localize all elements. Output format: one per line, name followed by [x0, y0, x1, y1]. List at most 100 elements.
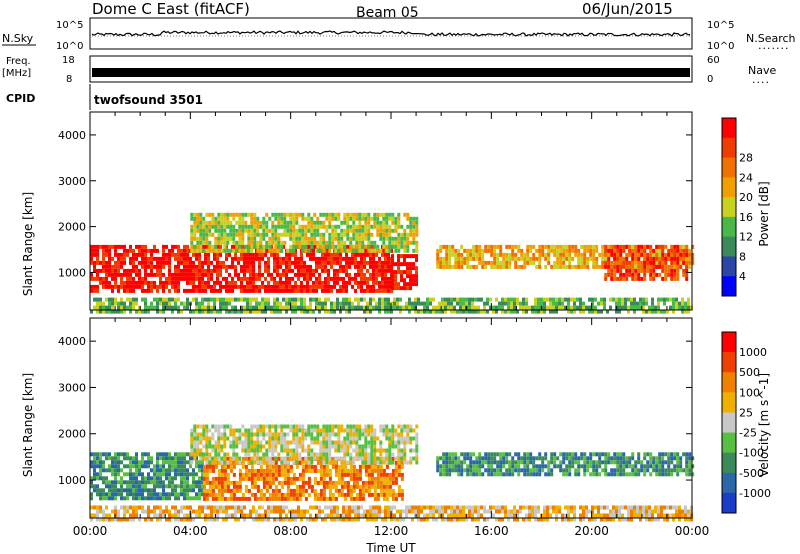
heatmap-cell — [201, 464, 204, 469]
heatmap-cell — [144, 509, 147, 514]
heatmap-cell — [321, 280, 324, 285]
heatmap-cell — [591, 301, 594, 306]
heatmap-cell — [135, 509, 138, 514]
heatmap-cell — [669, 297, 672, 302]
heatmap-cell — [132, 496, 135, 501]
heatmap-cell — [291, 297, 294, 302]
heatmap-cell — [652, 256, 656, 261]
heatmap-cell — [394, 428, 398, 433]
heatmap-cell — [462, 297, 465, 302]
heatmap-cell — [177, 509, 180, 514]
heatmap-cell — [586, 248, 590, 253]
heatmap-cell — [307, 236, 311, 241]
heatmap-cell — [397, 484, 401, 489]
heatmap-cell — [150, 268, 153, 273]
heatmap-cell — [138, 472, 141, 477]
heatmap-cell — [217, 476, 221, 481]
heatmap-cell — [235, 436, 239, 441]
heatmap-cell — [105, 276, 108, 281]
heatmap-cell — [141, 505, 144, 510]
heatmap-cell — [298, 460, 302, 465]
heatmap-cell — [93, 484, 96, 489]
heatmap-cell — [280, 440, 284, 445]
heatmap-cell — [634, 472, 638, 477]
heatmap-cell — [180, 517, 183, 522]
heatmap-cell — [325, 216, 329, 221]
heatmap-cell — [252, 268, 255, 273]
heatmap-cell — [226, 212, 230, 217]
heatmap-cell — [270, 305, 273, 310]
heatmap-cell — [207, 280, 210, 285]
heatmap-cell — [102, 492, 105, 497]
heatmap-cell — [205, 452, 209, 457]
heatmap-cell — [394, 468, 398, 473]
heatmap-cell — [129, 492, 132, 497]
heatmap-cell — [349, 464, 353, 469]
heatmap-cell — [318, 284, 321, 289]
heatmap-cell — [559, 464, 563, 469]
heatmap-cell — [358, 464, 362, 469]
heatmap-cell — [475, 472, 479, 477]
heatmap-cell — [400, 440, 404, 445]
heatmap-cell — [379, 464, 383, 469]
heatmap-cell — [168, 509, 171, 514]
heatmap-cell — [358, 248, 362, 253]
heatmap-cell — [123, 505, 126, 510]
heatmap-cell — [450, 309, 453, 314]
heatmap-cell — [256, 432, 260, 437]
heatmap-cell — [256, 428, 260, 433]
heatmap-cell — [204, 513, 207, 518]
heatmap-cell — [352, 484, 356, 489]
heatmap-cell — [687, 301, 690, 306]
heatmap-cell — [337, 476, 341, 481]
heatmap-cell — [171, 484, 174, 489]
heatmap-cell — [102, 513, 105, 518]
heatmap-cell — [496, 260, 500, 265]
heatmap-cell — [351, 260, 354, 265]
heatmap-cell — [279, 288, 282, 293]
heatmap-cell — [232, 488, 236, 493]
heatmap-cell — [376, 472, 380, 477]
heatmap-cell — [141, 252, 144, 257]
heatmap-cell — [328, 236, 332, 241]
heatmap-cell — [400, 286, 403, 291]
heatmap-cell — [400, 432, 404, 437]
heatmap-cell — [96, 460, 99, 465]
heatmap-cell — [373, 216, 377, 221]
heatmap-cell — [198, 305, 201, 310]
heatmap-cell — [190, 452, 194, 457]
heatmap-cell — [490, 264, 494, 269]
heatmap-cell — [385, 456, 389, 461]
heatmap-cell — [108, 513, 111, 518]
heatmap-cell — [331, 464, 335, 469]
heatmap-cell — [378, 264, 381, 269]
heatmap-cell — [202, 472, 206, 477]
heatmap-cell — [346, 232, 350, 237]
heatmap-cell — [265, 472, 269, 477]
heatmap-cell — [205, 440, 209, 445]
heatmap-cell — [379, 488, 383, 493]
heatmap-cell — [526, 260, 530, 265]
heatmap-cell — [141, 284, 144, 289]
heatmap-cell — [96, 256, 99, 261]
heatmap-cell — [298, 228, 302, 233]
heatmap-cell — [208, 460, 212, 465]
heatmap-cell — [343, 468, 347, 473]
heatmap-cell — [208, 212, 212, 217]
heatmap-cell — [280, 492, 284, 497]
heatmap-cell — [258, 256, 261, 261]
heatmap-cell — [508, 260, 512, 265]
heatmap-cell — [177, 252, 180, 257]
heatmap-cell — [474, 297, 477, 302]
heatmap-cell — [217, 248, 221, 253]
heatmap-cell — [150, 252, 153, 257]
heatmap-cell — [393, 297, 396, 302]
heatmap-cell — [375, 288, 378, 293]
heatmap-cell — [96, 288, 99, 293]
heatmap-cell — [244, 448, 248, 453]
heatmap-cell — [577, 456, 581, 461]
heatmap-cell — [388, 452, 392, 457]
heatmap-cell — [337, 216, 341, 221]
heatmap-cell — [208, 464, 212, 469]
heatmap-cell — [264, 276, 267, 281]
